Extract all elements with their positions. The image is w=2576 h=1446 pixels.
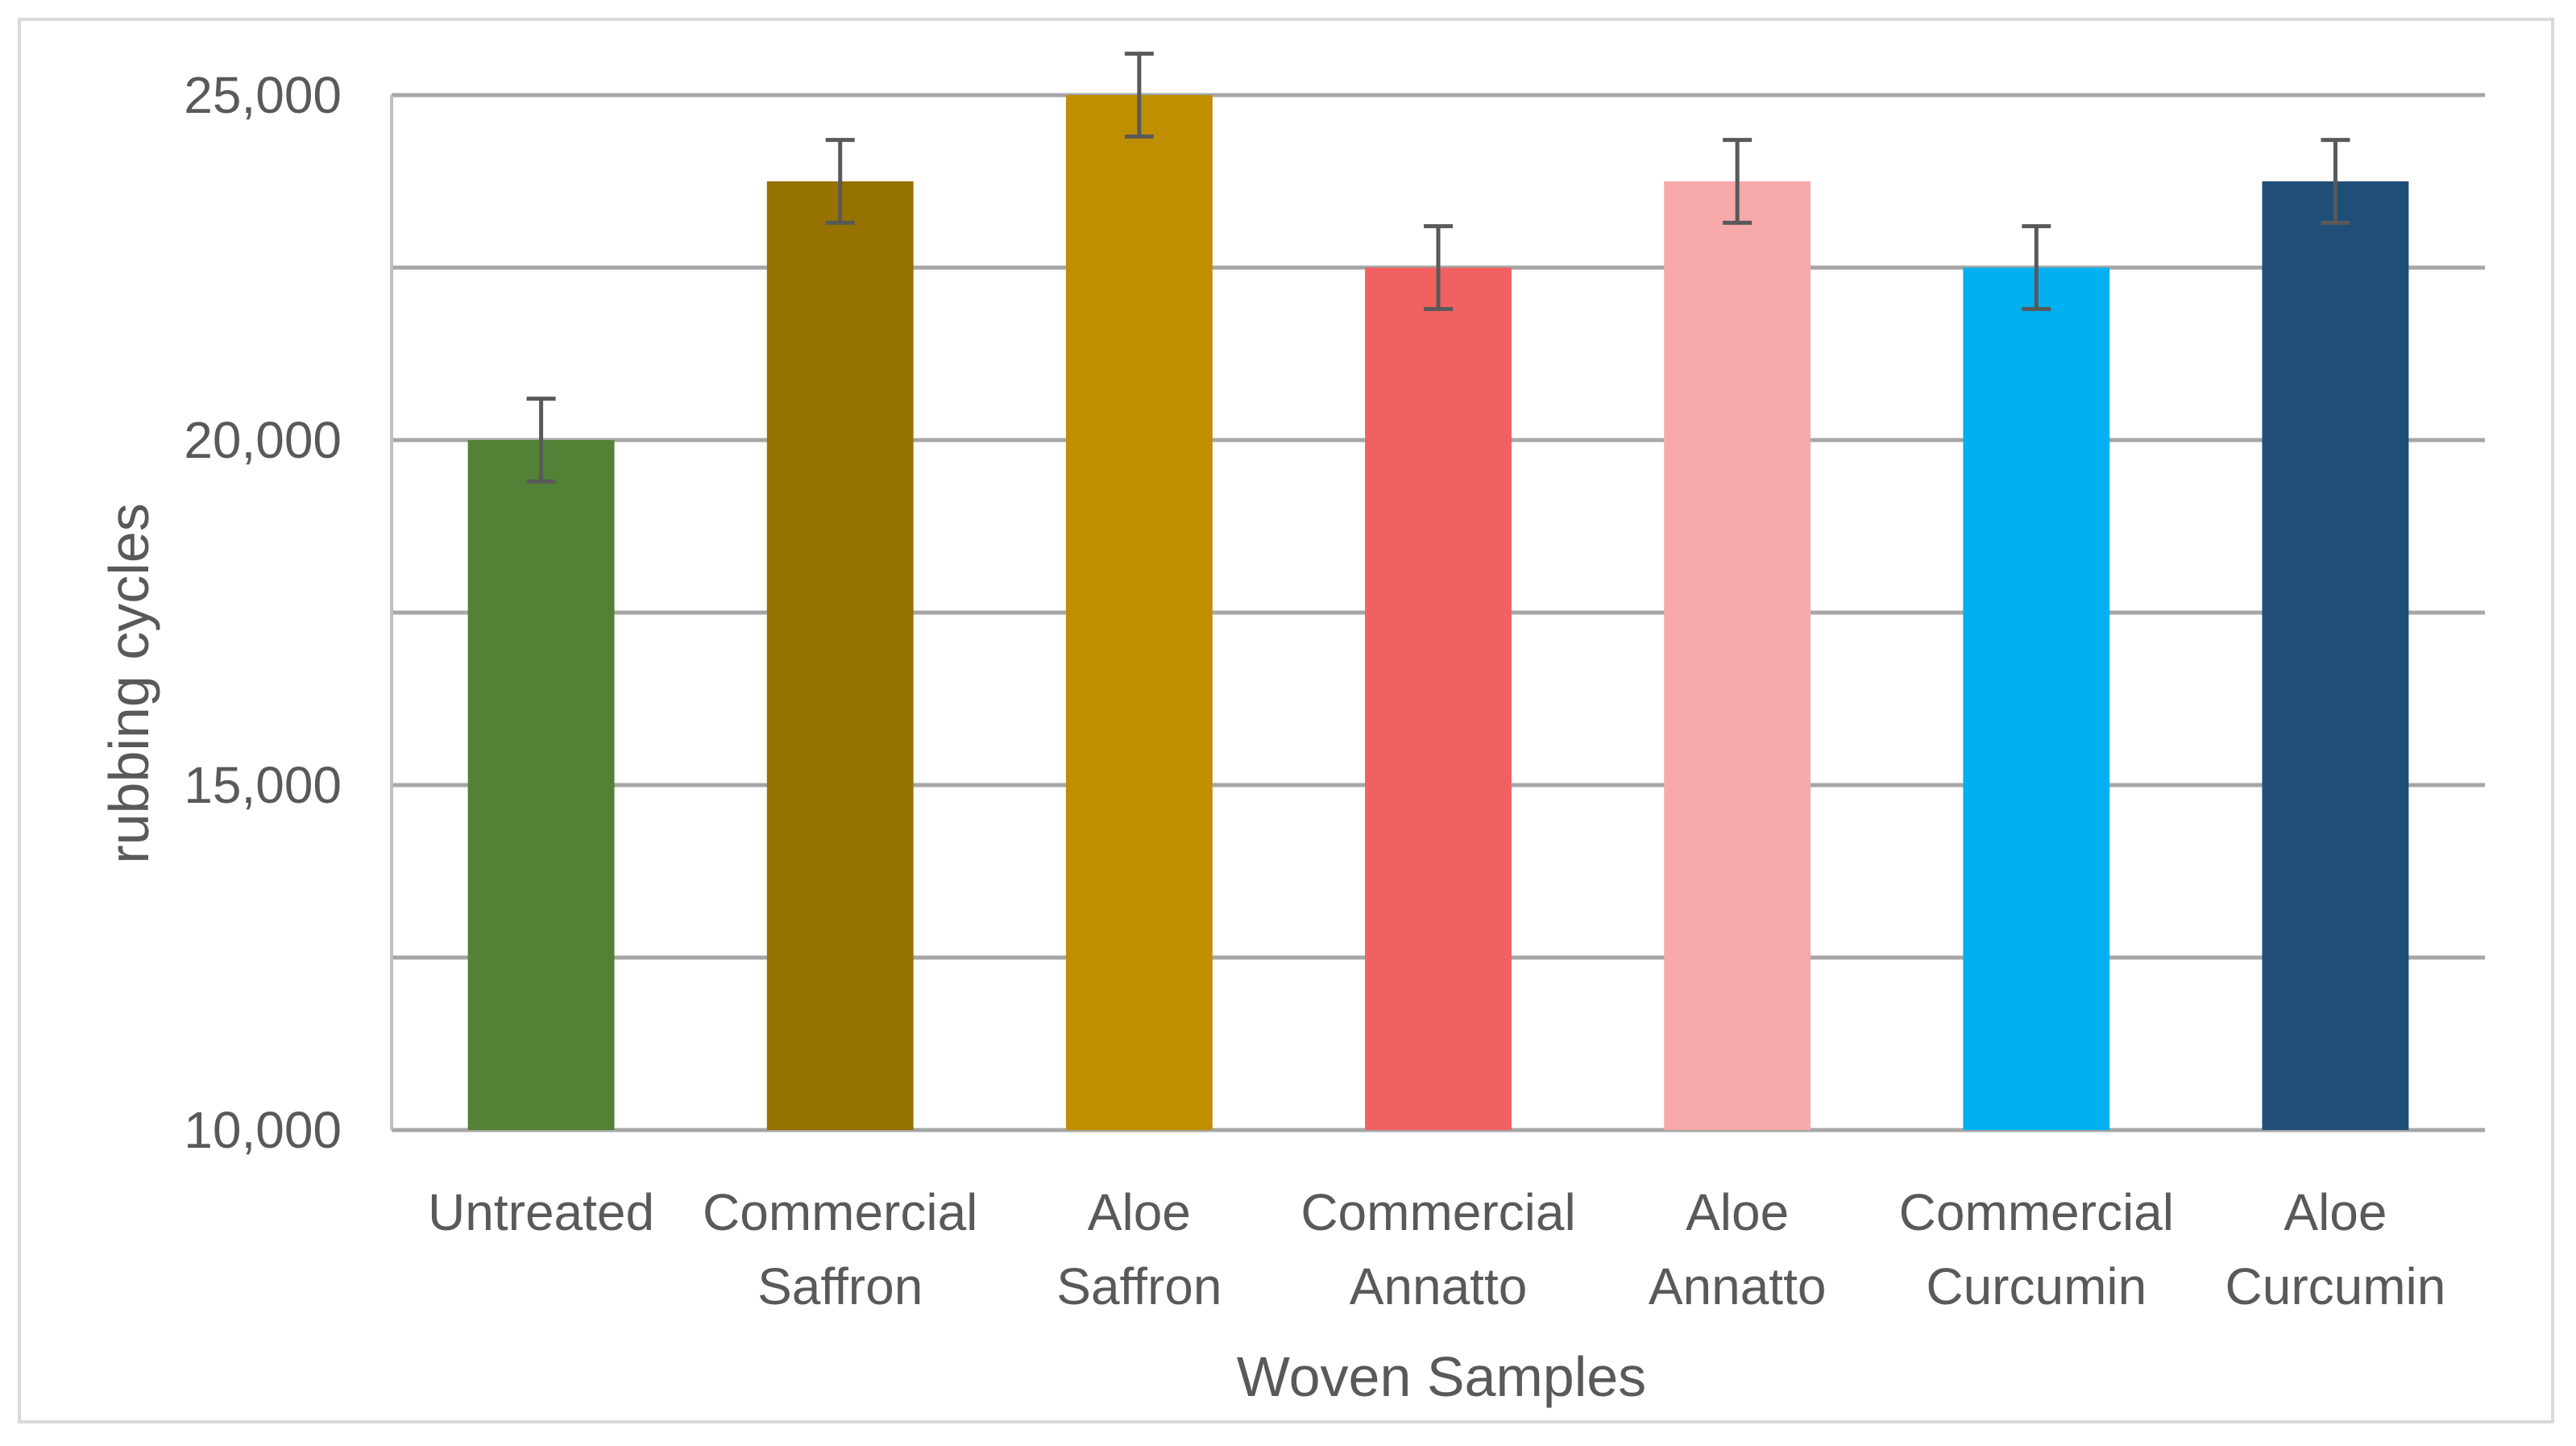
bar — [1963, 268, 2110, 1130]
x-category-labels: Untreated Commercial Saffron Aloe Saffron Com… — [428, 1183, 2445, 1315]
chart-frame: 10,000 15,000 20,000 25,000 Untreated Commer… — [18, 18, 2554, 1423]
bar-chart: 10,000 15,000 20,000 25,000 Untreated Commer… — [97, 52, 2485, 1408]
x-category-label: Annatto — [1649, 1257, 1827, 1315]
y-tick-label: 15,000 — [184, 756, 342, 814]
y-tick-label: 10,000 — [184, 1101, 342, 1159]
x-category-label: Aloe — [1088, 1183, 1191, 1241]
bars — [467, 95, 2409, 1130]
x-category-label: Saffron — [1056, 1257, 1222, 1315]
x-axis-title: Woven Samples — [1237, 1345, 1646, 1408]
x-category-label: Untreated — [428, 1183, 654, 1241]
x-category-label: Saffron — [757, 1257, 923, 1315]
bar — [1664, 181, 1811, 1130]
x-category-label: Curcumin — [2225, 1257, 2446, 1315]
x-category-label: Commercial — [703, 1183, 977, 1241]
x-category-label: Aloe — [2284, 1183, 2387, 1241]
bar — [1365, 268, 1512, 1130]
bar — [1065, 95, 1213, 1130]
x-category-label: Commercial — [1899, 1183, 2174, 1241]
y-tick-label: 20,000 — [184, 411, 342, 469]
bar — [467, 440, 615, 1130]
bar — [2262, 181, 2409, 1130]
x-category-label: Annatto — [1350, 1257, 1528, 1315]
error-bars — [526, 52, 2350, 484]
bar — [766, 181, 914, 1130]
y-tick-labels: 10,000 15,000 20,000 25,000 — [184, 66, 342, 1159]
x-category-label: Curcumin — [1926, 1257, 2147, 1315]
y-axis-title: rubbing cycles — [97, 503, 160, 863]
x-category-label: Commercial — [1300, 1183, 1575, 1241]
x-category-label: Aloe — [1686, 1183, 1789, 1241]
y-tick-label: 25,000 — [184, 66, 342, 124]
